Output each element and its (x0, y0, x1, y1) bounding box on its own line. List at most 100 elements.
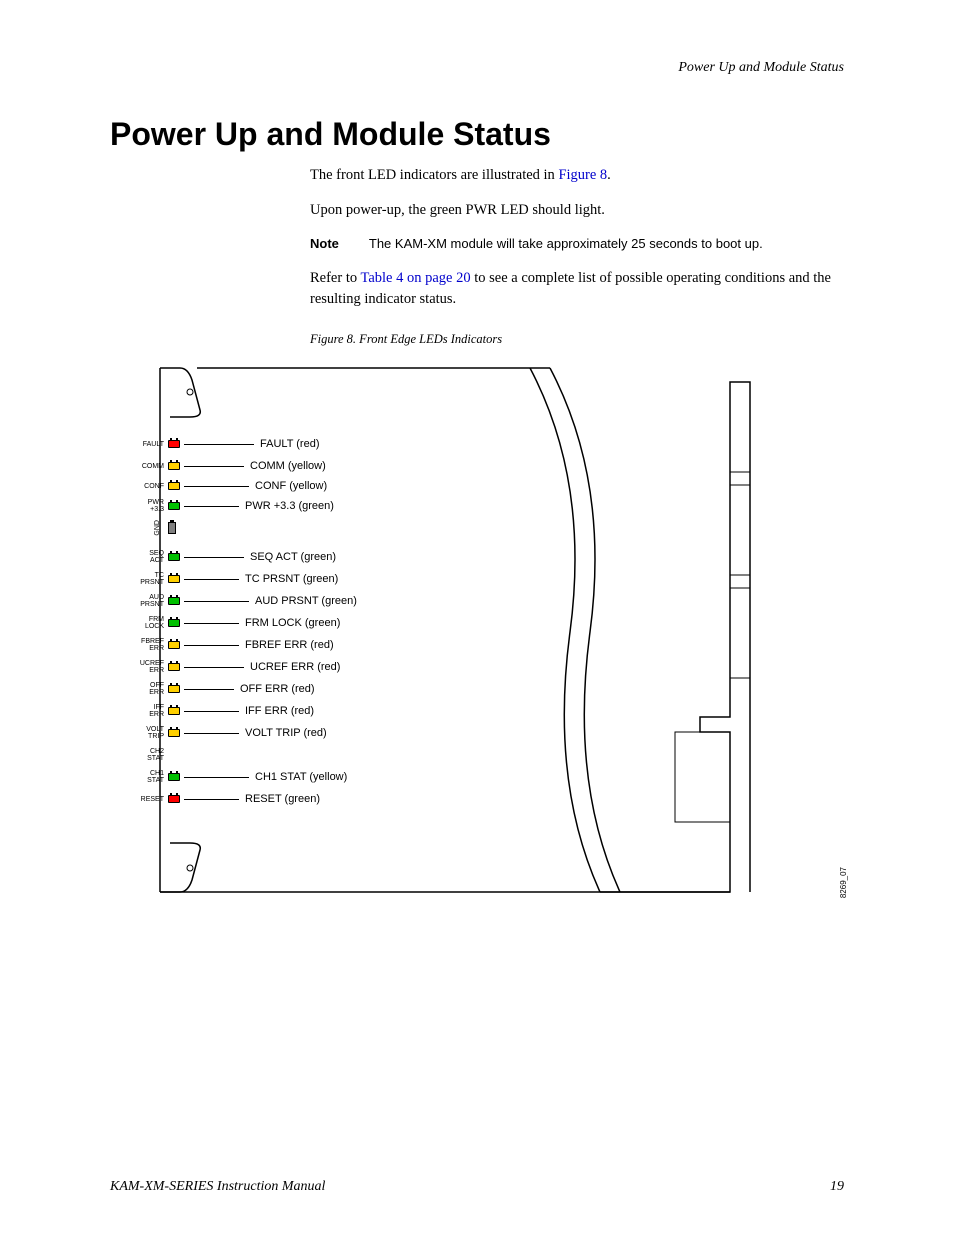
led-board-label: PWR+3.3 (136, 499, 164, 513)
figure-caption: Figure 8. Front Edge LEDs Indicators (310, 330, 844, 348)
led-row: FBREFERR FBREF ERR (red) (136, 638, 334, 652)
leader-line (184, 601, 249, 602)
figure-ref-number: 8269_07 (839, 867, 848, 898)
led-callout: PWR +3.3 (green) (245, 500, 334, 512)
led-callout: VOLT TRIP (red) (245, 727, 327, 739)
led-indicator (168, 685, 180, 693)
leader-line (184, 557, 244, 558)
figure-wrap: Figure 8. Front Edge LEDs Indicators (130, 330, 844, 902)
led-indicator (168, 729, 180, 737)
led-board-label: IFFERR (136, 704, 164, 718)
led-indicator (168, 522, 176, 534)
led-board-label: FBREFERR (136, 638, 164, 652)
led-board-label: FRMLOCK (136, 616, 164, 630)
led-callout: UCREF ERR (red) (250, 661, 340, 673)
led-indicator (168, 663, 180, 671)
leader-line (184, 645, 239, 646)
led-row: OFFERR OFF ERR (red) (136, 682, 315, 696)
led-indicator (168, 641, 180, 649)
led-board-label: CH2STAT (136, 748, 164, 762)
led-board-label: CH1STAT (136, 770, 164, 784)
led-row: CONF CONF (yellow) (136, 479, 327, 493)
note-text: The KAM-XM module will take approximatel… (369, 235, 763, 254)
led-indicator (168, 773, 180, 781)
led-row: IFFERR IFF ERR (red) (136, 704, 314, 718)
leader-line (184, 466, 244, 467)
led-callout: FBREF ERR (red) (245, 639, 334, 651)
led-row: PWR+3.3 PWR +3.3 (green) (136, 499, 334, 513)
led-callout: AUD PRSNT (green) (255, 595, 357, 607)
led-row: GND (136, 521, 176, 535)
leader-line (184, 579, 239, 580)
figure-link[interactable]: Figure 8 (558, 167, 607, 183)
led-row: SEQACT SEQ ACT (green) (136, 550, 336, 564)
led-board-label: AUDPRSNT (136, 594, 164, 608)
led-indicator (168, 707, 180, 715)
led-indicator (168, 575, 180, 583)
led-callout: FRM LOCK (green) (245, 617, 340, 629)
page-footer: KAM-XM-SERIES Instruction Manual 19 (110, 1179, 844, 1195)
led-callout: RESET (green) (245, 793, 320, 805)
leader-line (184, 486, 249, 487)
led-board-label: OFFERR (136, 682, 164, 696)
led-callout: TC PRSNT (green) (245, 573, 338, 585)
led-board-label: TCPRSNT (136, 572, 164, 586)
leader-line (184, 711, 239, 712)
led-row: UCREFERR UCREF ERR (red) (136, 660, 340, 674)
led-row: COMM COMM (yellow) (136, 459, 326, 473)
led-row: AUDPRSNT AUD PRSNT (green) (136, 594, 357, 608)
led-callout: OFF ERR (red) (240, 683, 315, 695)
led-indicator (168, 597, 180, 605)
figure-diagram: 8269_07 FAULT FAULT (red) COMM COMM (yellow… (130, 362, 850, 902)
paragraph-2: Upon power-up, the green PWR LED should … (310, 200, 844, 221)
body-text: The front LED indicators are illustrated… (310, 165, 844, 310)
led-callout: CH1 STAT (yellow) (255, 771, 347, 783)
led-board-label: RESET (136, 796, 164, 803)
led-board-label: GND (154, 520, 164, 536)
leader-line (184, 799, 239, 800)
leader-line (184, 689, 234, 690)
led-row: FRMLOCK FRM LOCK (green) (136, 616, 340, 630)
led-indicator (168, 502, 180, 510)
led-indicator (168, 553, 180, 561)
led-board-label: CONF (136, 483, 164, 490)
leader-line (184, 777, 249, 778)
led-row: RESET RESET (green) (136, 792, 320, 806)
led-board-label: VOLTTRIP (136, 726, 164, 740)
footer-page-number: 19 (830, 1179, 844, 1195)
note-row: Note The KAM-XM module will take approxi… (310, 235, 844, 254)
led-indicator (168, 462, 180, 470)
para1-text-b: . (607, 167, 611, 183)
page-title: Power Up and Module Status (110, 116, 844, 153)
led-indicator (168, 795, 180, 803)
para3-text-a: Refer to (310, 270, 360, 286)
led-row: CH1STAT CH1 STAT (yellow) (136, 770, 347, 784)
note-label: Note (310, 235, 339, 254)
led-callout: IFF ERR (red) (245, 705, 314, 717)
table-link[interactable]: Table 4 on page 20 (360, 270, 470, 286)
paragraph-1: The front LED indicators are illustrated… (310, 165, 844, 186)
led-callout: FAULT (red) (260, 438, 320, 450)
led-board-label: UCREFERR (136, 660, 164, 674)
para1-text-a: The front LED indicators are illustrated… (310, 167, 558, 183)
leader-line (184, 623, 239, 624)
led-board-label: FAULT (136, 441, 164, 448)
running-header: Power Up and Module Status (110, 60, 844, 76)
footer-manual-title: KAM-XM-SERIES Instruction Manual (110, 1179, 325, 1195)
led-row: VOLTTRIP VOLT TRIP (red) (136, 726, 327, 740)
led-row: TCPRSNT TC PRSNT (green) (136, 572, 338, 586)
led-board-label: SEQACT (136, 550, 164, 564)
leader-line (184, 733, 239, 734)
led-indicator (168, 482, 180, 490)
paragraph-3: Refer to Table 4 on page 20 to see a com… (310, 268, 844, 310)
led-callout: COMM (yellow) (250, 460, 326, 472)
leader-line (184, 506, 239, 507)
led-row: CH2STAT (136, 748, 180, 762)
led-callout: SEQ ACT (green) (250, 551, 336, 563)
led-indicator (168, 440, 180, 448)
led-indicator (168, 619, 180, 627)
led-board-label: COMM (136, 463, 164, 470)
led-callout: CONF (yellow) (255, 480, 327, 492)
leader-line (184, 444, 254, 445)
led-row: FAULT FAULT (red) (136, 437, 320, 451)
